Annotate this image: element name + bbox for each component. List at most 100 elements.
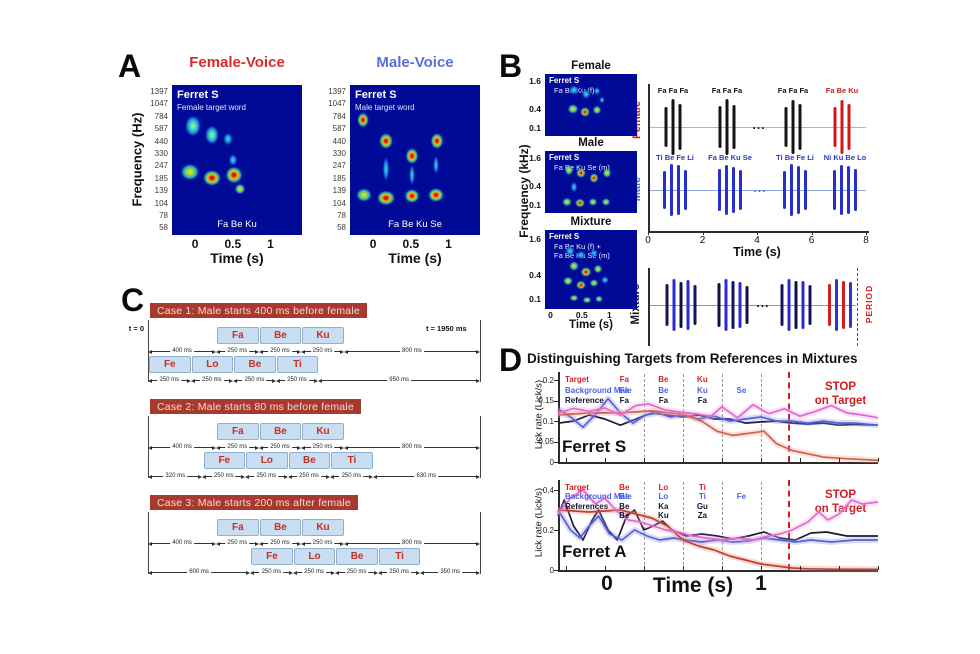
curve-reference <box>557 412 879 427</box>
spectrogram-blob <box>405 189 420 203</box>
timeline-duration-label: 800 ms <box>400 443 424 452</box>
time-tick-label: 0 <box>548 310 553 320</box>
waveform-spike <box>840 100 844 154</box>
freq-tick-label: 587 <box>154 124 168 134</box>
spectrogram-blob <box>599 97 605 104</box>
freq-tick-label: 247 <box>154 161 168 171</box>
spectrogram-word-label: Fa Be Ku Se <box>388 219 442 230</box>
spectrogram-blob <box>595 295 603 302</box>
tick-mark <box>554 570 558 571</box>
timeline-duration-label: 320 ms <box>163 472 188 481</box>
legend-word: Fe <box>736 492 747 502</box>
t-end-label: t = 1950 ms <box>426 324 467 333</box>
freq-tick-label: 784 <box>332 111 346 121</box>
waveform-spike <box>847 104 851 150</box>
waveform-burst <box>718 99 736 155</box>
spectrogram: Ferret SFa Be Ku (f) +Fa Be Ku Se (m) <box>545 230 637 309</box>
word-box: Be <box>234 356 276 373</box>
timeline-segment: 250 ms <box>190 376 234 385</box>
word-box: Fa <box>217 327 259 344</box>
spectrogram-blob <box>357 112 369 127</box>
word-box: Be <box>259 327 302 344</box>
spectrogram-blob <box>589 279 598 287</box>
spectrogram-blob <box>562 197 572 206</box>
t-zero-label: t = 0 <box>128 324 144 333</box>
waveform-spike <box>693 285 697 325</box>
spectrogram-blob <box>565 246 575 256</box>
waveform-spike <box>686 280 690 330</box>
freq-tick-label: 1.6 <box>529 234 541 245</box>
spectrogram-blob <box>570 181 577 192</box>
freq-tick-label: 330 <box>332 149 346 158</box>
tick-mark <box>554 421 558 423</box>
timeline-segment: 600 ms <box>148 568 251 577</box>
timeline-duration-label: 250 ms <box>254 472 279 481</box>
timeline-segment: 400 ms <box>148 443 217 452</box>
spectrogram-blob <box>203 170 221 186</box>
waveform-baseline <box>650 127 866 128</box>
legend-word: Be <box>619 510 630 520</box>
timeline-segment: 250 ms <box>216 443 259 452</box>
timeline-duration-label: 250 ms <box>259 568 284 577</box>
freq-tick-label: 247 <box>332 161 346 171</box>
tick-mark <box>878 566 879 570</box>
tick-mark <box>554 400 558 402</box>
timeline-duration-label: 400 ms <box>170 539 194 548</box>
time-tick-label: 8 <box>863 235 869 246</box>
time-tick-label: 4 <box>754 235 760 246</box>
tick-mark <box>604 566 606 570</box>
spectrogram-blob <box>580 107 590 117</box>
tick-mark <box>682 566 684 570</box>
freq-tick-label: 58 <box>159 223 168 233</box>
ellipsis: ... <box>756 296 770 310</box>
spectrogram-blob <box>383 157 390 181</box>
timeline-duration-label: 250 ms <box>302 568 326 577</box>
time-axis-label: Time (s) <box>388 250 442 266</box>
spectrogram-blob <box>601 198 610 206</box>
tick-mark <box>721 458 723 462</box>
timeline-duration-label: 250 ms <box>268 347 292 356</box>
x-tick-zero: 0 <box>601 572 613 595</box>
timeline-segment: 250 ms <box>148 376 191 385</box>
mixture-y-axis <box>648 268 650 346</box>
freq-tick-label: 784 <box>154 111 168 121</box>
timeline-segment: 250 ms <box>301 443 344 452</box>
waveform-word-label: Ni Ku Be Lo <box>823 153 867 162</box>
word-box: Lo <box>246 452 288 469</box>
tick-mark <box>554 530 558 531</box>
waveform-spike <box>840 165 843 215</box>
timeline-duration-label: 400 ms <box>170 347 194 356</box>
waveform-spike <box>718 169 721 211</box>
waveform-spike <box>854 169 857 211</box>
timeline-segment: 250 ms <box>301 347 344 356</box>
spectrogram-word-label: Fa Be Ku Se (m) <box>554 163 610 172</box>
lick-rate-chart <box>555 487 879 573</box>
x-tick-one: 1 <box>755 572 767 595</box>
panel-b-label: B <box>499 48 523 84</box>
timeline-duration-label: 250 ms <box>310 443 335 452</box>
waveform-burst <box>783 164 807 216</box>
stop-line2: on Target <box>814 395 867 407</box>
ellipsis: ... <box>752 118 766 132</box>
legend-label: Background Male <box>565 385 632 395</box>
legend-label: Target <box>565 375 589 384</box>
waveform-burst <box>833 165 857 215</box>
timeline-duration-label: 250 ms <box>339 472 364 481</box>
waveform-spike <box>794 281 798 329</box>
legend-word: Lo <box>658 492 669 502</box>
freq-tick-label: 104 <box>332 198 346 208</box>
legend-word: Be <box>658 385 669 395</box>
time-tick-label: 0.5 <box>402 237 420 251</box>
legend-word: Ti <box>698 483 706 492</box>
word-box: Ku <box>302 519 344 536</box>
spectrogram-blob <box>563 277 573 286</box>
timeline-segment: 800 ms <box>343 443 480 452</box>
spectrogram-ferret-label: Ferret S <box>549 76 580 85</box>
waveform-spike <box>798 104 802 150</box>
spectrogram-blob <box>379 133 393 148</box>
timeline: 400 ms 250 ms 250 ms 250 ms 800 ms <box>148 443 480 452</box>
timeline-segment: 250 ms <box>301 539 344 548</box>
waveform-spike <box>787 279 791 331</box>
freq-tick-label: 185 <box>332 173 346 183</box>
case-header: Case 1: Male starts 400 ms before female <box>150 303 367 318</box>
